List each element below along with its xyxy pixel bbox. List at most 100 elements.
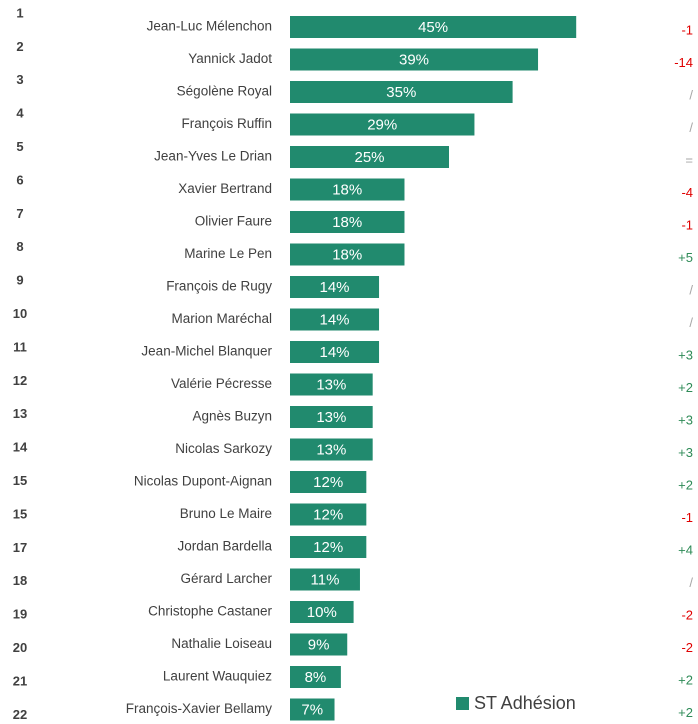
value-label: 45%	[418, 19, 448, 36]
category-label: Nicolas Sarkozy	[175, 441, 272, 456]
change-label: /	[689, 120, 693, 135]
rank: 18	[13, 573, 27, 588]
change-label: /	[689, 315, 693, 330]
rank: 13	[13, 406, 27, 421]
change-label: /	[689, 282, 693, 297]
category-label: Laurent Wauquiez	[163, 669, 272, 684]
bar	[290, 503, 367, 526]
rank: 15	[13, 506, 27, 521]
bar	[290, 568, 360, 591]
rank: 19	[13, 607, 27, 622]
bar	[290, 698, 335, 721]
bar	[290, 373, 373, 396]
category-label: Olivier Faure	[195, 214, 272, 229]
rank: 5	[16, 139, 23, 154]
rank: 1	[16, 5, 23, 20]
change-label: +3	[678, 412, 693, 427]
change-label: -1	[681, 217, 693, 232]
rank: 3	[16, 72, 23, 87]
value-label: 14%	[320, 344, 350, 361]
value-label: 12%	[313, 474, 343, 491]
change-label: +5	[678, 250, 693, 265]
change-label: -2	[681, 607, 693, 622]
category-label: Nicolas Dupont-Aignan	[134, 474, 272, 489]
rank: 2	[16, 39, 23, 54]
category-label: François-Xavier Bellamy	[126, 701, 273, 716]
value-label: 14%	[320, 311, 350, 328]
change-label: =	[685, 152, 693, 167]
category-label: Jordan Bardella	[177, 539, 272, 554]
value-label: 7%	[301, 701, 323, 718]
change-label: /	[689, 87, 693, 102]
category-label: Christophe Castaner	[148, 604, 272, 619]
value-label: 13%	[316, 441, 346, 458]
value-label: 39%	[399, 51, 429, 68]
rank: 15	[13, 473, 27, 488]
bar	[290, 276, 380, 298]
bar	[290, 406, 373, 428]
value-label: 18%	[332, 246, 362, 263]
legend-label: ST Adhésion	[474, 693, 576, 713]
rank: 10	[13, 306, 27, 321]
category-label: Nathalie Loiseau	[171, 636, 272, 651]
bar	[290, 178, 405, 201]
category-label: Jean-Luc Mélenchon	[147, 19, 272, 34]
bar	[290, 16, 577, 38]
category-label: Gérard Larcher	[180, 571, 272, 586]
category-label: Ségolène Royal	[177, 84, 272, 99]
bar	[290, 211, 405, 233]
bar	[290, 536, 367, 558]
value-label: 29%	[367, 116, 397, 133]
bar	[290, 113, 475, 136]
change-label: +4	[678, 542, 693, 557]
category-label: Marion Maréchal	[171, 311, 272, 326]
rank: 20	[13, 640, 27, 655]
bar	[290, 438, 373, 461]
category-label: Xavier Bertrand	[178, 181, 272, 196]
rank: 8	[16, 239, 23, 254]
value-label: 13%	[316, 409, 346, 426]
bar	[290, 341, 380, 363]
value-label: 14%	[320, 279, 350, 296]
bar	[290, 243, 405, 266]
rank: 6	[16, 172, 23, 187]
rank: 21	[13, 673, 27, 688]
value-label: 11%	[311, 571, 340, 588]
value-label: 18%	[332, 214, 362, 231]
change-label: -14	[674, 55, 693, 70]
change-label: +2	[678, 705, 693, 720]
change-label: -4	[681, 185, 693, 200]
rank: 7	[16, 206, 23, 221]
bar	[290, 146, 449, 168]
value-label: 12%	[313, 506, 343, 523]
category-label: Jean-Yves Le Drian	[154, 149, 272, 164]
rank: 12	[13, 373, 27, 388]
change-label: +2	[678, 477, 693, 492]
change-label: -1	[681, 510, 693, 525]
rank: 14	[13, 440, 28, 455]
bar	[290, 308, 380, 331]
change-label: +2	[678, 380, 693, 395]
value-label: 25%	[354, 149, 384, 166]
category-label: François de Rugy	[166, 279, 272, 294]
value-label: 13%	[316, 376, 346, 393]
category-label: Jean-Michel Blanquer	[141, 344, 272, 359]
rank: 9	[16, 273, 23, 288]
category-label: Bruno Le Maire	[180, 506, 272, 521]
category-label: Marine Le Pen	[184, 246, 272, 261]
value-label: 8%	[305, 669, 327, 686]
rank: 17	[13, 540, 27, 555]
rank: 22	[13, 707, 27, 722]
change-label: -2	[681, 640, 693, 655]
value-label: 35%	[386, 84, 416, 101]
change-label: +2	[678, 672, 693, 687]
bar	[290, 633, 348, 656]
change-label: -1	[681, 22, 693, 37]
value-label: 12%	[313, 539, 343, 556]
value-label: 10%	[307, 604, 337, 621]
category-label: François Ruffin	[181, 116, 272, 131]
rank: 11	[13, 339, 27, 354]
value-label: 9%	[308, 636, 330, 653]
rank: 4	[16, 106, 24, 121]
